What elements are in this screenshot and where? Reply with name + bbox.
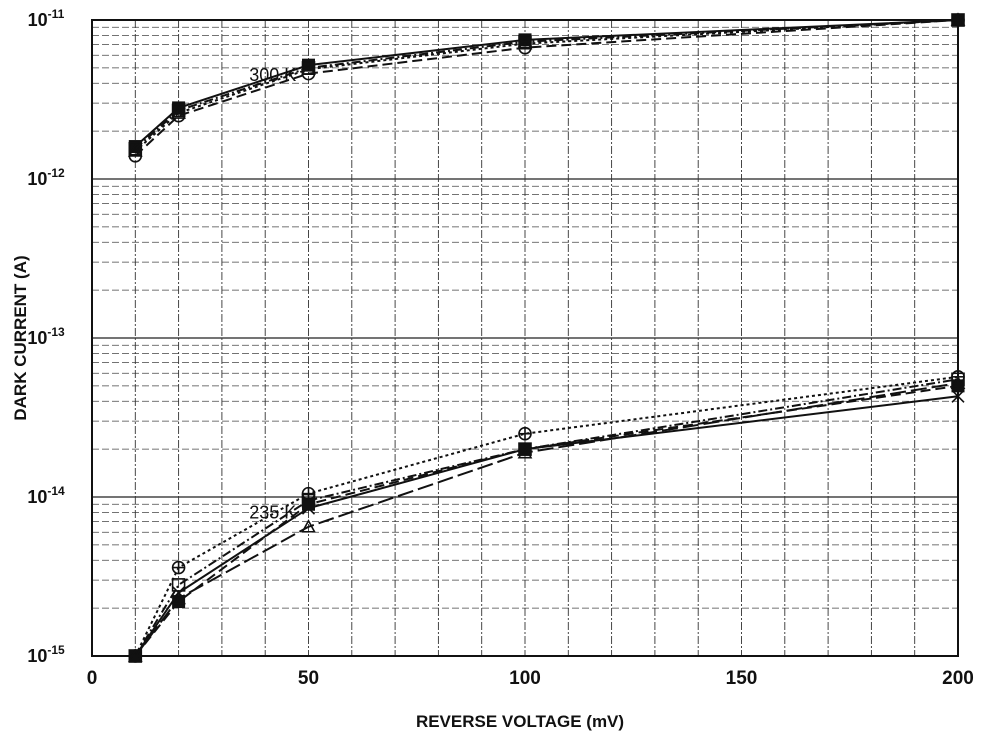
y-tick-label: 10-13 <box>27 325 65 348</box>
y-tick-labels: 10-15 10-14 10-13 10-12 10-11 <box>27 7 65 666</box>
plot-frame <box>91 19 959 657</box>
x-tick-label: 100 <box>509 668 541 689</box>
y-axis-label: DARK CURRENT (A) <box>11 255 30 420</box>
data-point <box>301 519 316 533</box>
data-point <box>128 141 143 156</box>
annotation-label: 300 K <box>249 65 296 85</box>
grid <box>92 20 958 657</box>
y-tick-label: 10-14 <box>27 484 65 507</box>
x-tick-labels: 0 50 100 150 200 <box>87 668 974 689</box>
series-line-7 <box>134 395 959 657</box>
y-tick-label: 10-11 <box>28 7 65 30</box>
data-point <box>518 34 532 49</box>
data-point <box>302 497 315 511</box>
data-point <box>171 103 186 118</box>
series-group <box>127 12 966 663</box>
data-point <box>171 560 186 575</box>
y-tick-label: 10-15 <box>27 643 65 666</box>
series-line-2 <box>134 19 959 157</box>
x-tick-label: 50 <box>298 668 319 689</box>
data-point <box>517 445 533 459</box>
data-point <box>171 590 186 605</box>
x-tick-label: 200 <box>942 668 974 689</box>
x-axis-label: REVERSE VOLTAGE (mV) <box>416 712 624 731</box>
data-point <box>127 143 143 157</box>
series-line-4 <box>134 19 959 150</box>
annotations: 300 K 235 K <box>249 65 296 522</box>
x-tick-label: 150 <box>726 668 758 689</box>
y-tick-label: 10-12 <box>27 166 65 189</box>
data-point <box>301 61 316 75</box>
data-point <box>517 35 533 50</box>
annotation-label: 235 K <box>249 502 296 522</box>
series-line-9 <box>134 382 959 657</box>
x-tick-label: 0 <box>87 668 98 689</box>
data-point <box>518 426 532 441</box>
series-line-3 <box>134 19 959 152</box>
